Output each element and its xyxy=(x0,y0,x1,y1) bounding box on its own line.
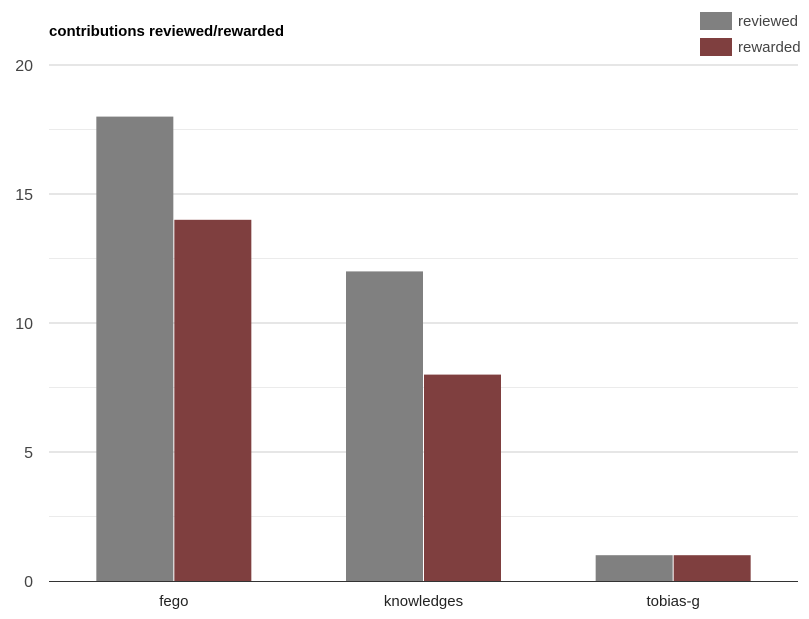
y-tick-label: 15 xyxy=(15,187,33,204)
y-axis: 0 5 10 15 20 xyxy=(15,58,33,591)
bar-rewarded-knowledges[interactable] xyxy=(424,374,501,581)
y-tick-label: 20 xyxy=(15,58,33,75)
chart-title: contributions reviewed/rewarded xyxy=(49,23,284,40)
gridlines xyxy=(49,64,798,517)
legend-swatch-rewarded xyxy=(700,38,732,56)
legend-label-reviewed: reviewed xyxy=(738,13,798,30)
bar-reviewed-tobias-g[interactable] xyxy=(595,555,673,581)
x-tick-label: knowledges xyxy=(384,593,463,610)
bar-rewarded-tobias-g[interactable] xyxy=(673,555,751,581)
x-tick-label: fego xyxy=(159,593,188,610)
legend: reviewed rewarded xyxy=(700,12,801,56)
legend-swatch-reviewed xyxy=(700,12,732,30)
y-tick-label: 5 xyxy=(24,445,33,462)
bar-reviewed-knowledges[interactable] xyxy=(346,271,423,581)
bar-rewarded-fego[interactable] xyxy=(174,219,252,582)
y-tick-label: 0 xyxy=(24,574,33,591)
x-axis: fego knowledges tobias-g xyxy=(49,581,798,610)
bar-reviewed-fego[interactable] xyxy=(96,116,174,581)
legend-label-rewarded: rewarded xyxy=(738,39,801,56)
x-tick-label: tobias-g xyxy=(646,593,699,610)
bars xyxy=(96,116,751,582)
y-tick-label: 10 xyxy=(15,316,33,333)
